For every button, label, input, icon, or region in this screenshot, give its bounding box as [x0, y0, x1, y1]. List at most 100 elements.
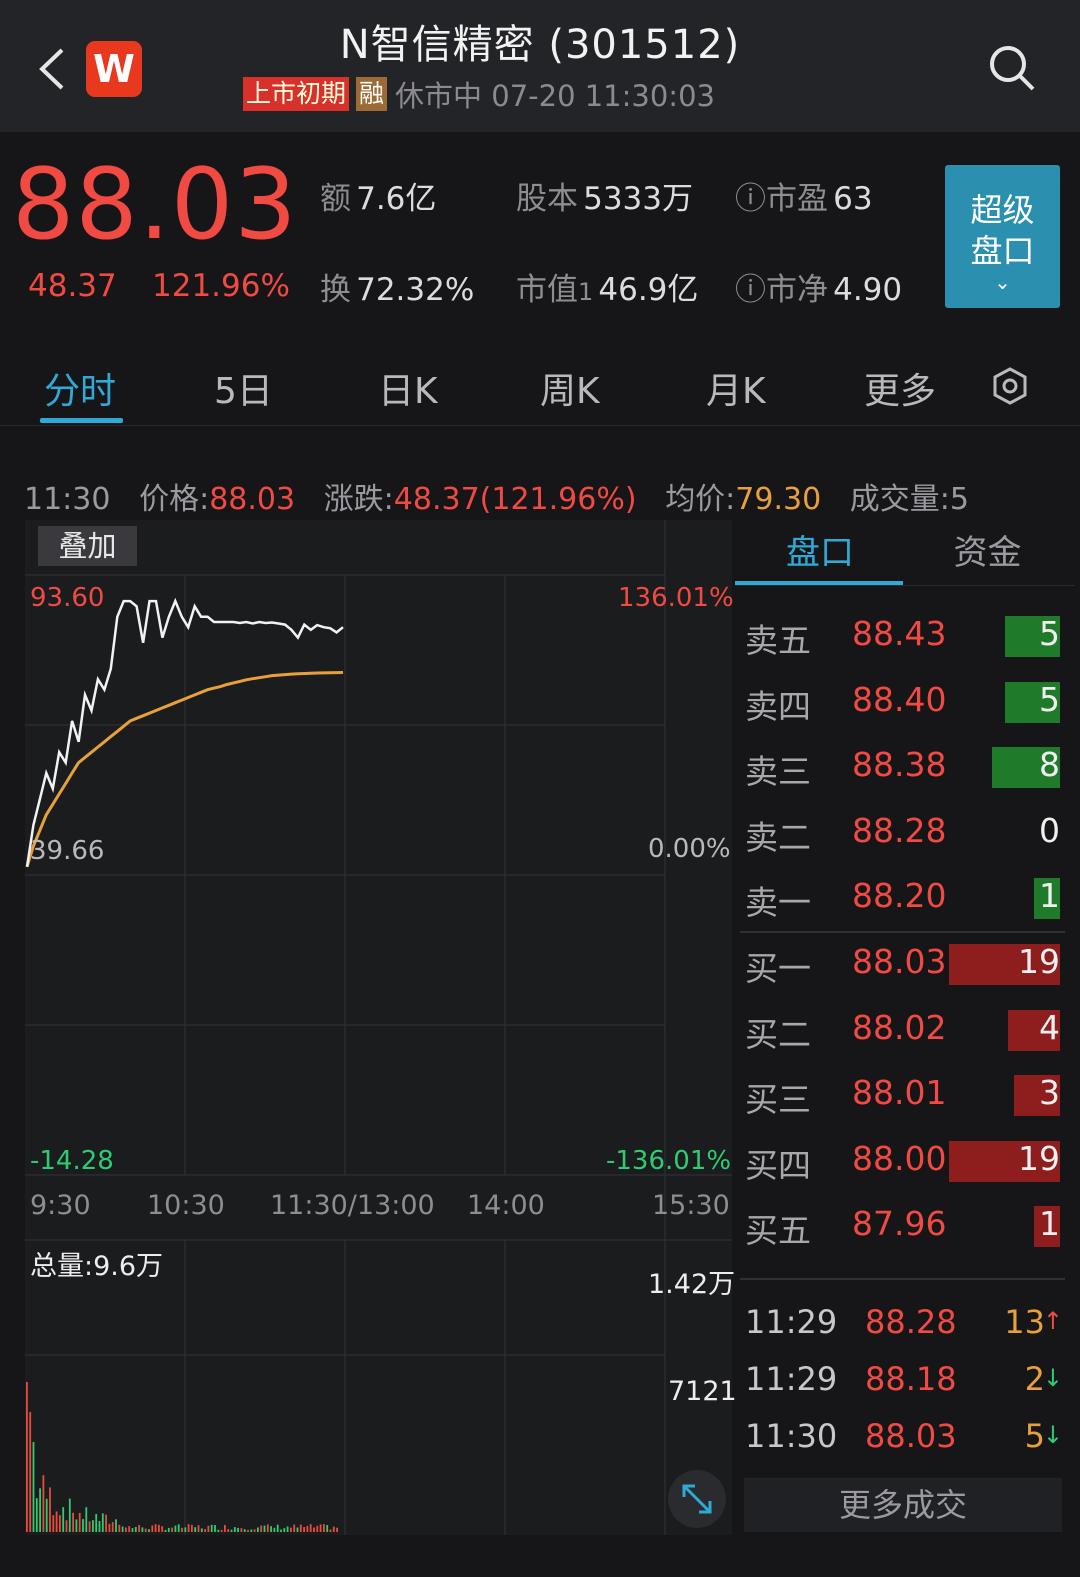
volume-bar	[177, 1524, 180, 1532]
amount-stat: 额 7.6亿	[320, 181, 437, 217]
x-tick-label: 14:00	[467, 1190, 545, 1221]
volume-bar	[131, 1528, 134, 1532]
volume-bar	[26, 1382, 28, 1532]
bid-row[interactable]: 买二 88.02 4	[740, 998, 1065, 1058]
depth-bar	[1034, 1206, 1060, 1247]
listing-badge: 上市初期	[243, 77, 350, 111]
tab-orderbook[interactable]: 盘口	[735, 525, 905, 585]
volume-bars	[26, 1382, 338, 1532]
mktcap-stat: 市值1 46.9亿	[516, 272, 699, 308]
info-icon[interactable]: ⓘ	[735, 272, 766, 308]
volume-bar	[290, 1527, 292, 1532]
volume-axis-mid: 7121	[668, 1376, 737, 1407]
search-icon[interactable]	[988, 44, 1036, 92]
level-price: 88.03	[852, 942, 947, 981]
volume-bar	[253, 1529, 256, 1532]
volume-bar	[151, 1525, 154, 1532]
volume-bar	[270, 1526, 272, 1532]
level-volume: 0	[1039, 810, 1060, 850]
volume-bar	[220, 1529, 223, 1532]
volume-bar	[296, 1527, 299, 1532]
volume-bar	[171, 1527, 173, 1532]
level-volume: 1	[1039, 876, 1060, 915]
x-tick-label: 11:30/13:00	[270, 1190, 435, 1221]
more-trades-button[interactable]: 更多成交	[744, 1478, 1062, 1532]
tab-5day[interactable]: 5日	[214, 371, 273, 412]
last-price: 88.03	[12, 148, 298, 262]
tab-more[interactable]: 更多	[864, 371, 937, 412]
ask-row[interactable]: 卖四 88.40 5	[740, 670, 1065, 730]
level-name: 卖一	[745, 883, 811, 922]
tab-monthly-k[interactable]: 月K	[706, 371, 766, 412]
tab-capital[interactable]: 资金	[953, 533, 1022, 573]
divider	[0, 425, 1080, 426]
level-name: 卖四	[745, 686, 811, 726]
down-arrow-icon: ↓	[1042, 1364, 1063, 1392]
volume-bar	[280, 1529, 282, 1532]
level-name: 卖三	[745, 752, 811, 791]
bid-row[interactable]: 买五 87.96 1	[740, 1194, 1065, 1254]
volume-bar	[29, 1412, 32, 1532]
settings-icon[interactable]	[990, 366, 1030, 406]
level-price: 88.02	[852, 1007, 947, 1047]
status-row: 上市初期 融 休市中 07-20 11:30:03	[243, 76, 715, 113]
active-tab-indicator	[40, 418, 123, 423]
ask-row[interactable]: 卖三 88.38 8	[740, 735, 1065, 795]
ask-row[interactable]: 卖二 88.28 0	[740, 801, 1065, 861]
volume-bar	[247, 1530, 249, 1532]
info-icon[interactable]: ⓘ	[735, 181, 766, 217]
trade-volume: 2	[1024, 1360, 1045, 1398]
volume-bar	[207, 1525, 210, 1532]
bid-row[interactable]: 买三 88.01 3	[740, 1063, 1065, 1123]
up-arrow-icon: ↑	[1042, 1307, 1063, 1335]
volume-bar	[233, 1527, 236, 1532]
volume-bar	[283, 1528, 286, 1532]
price-change-pct: 121.96%	[152, 268, 290, 304]
pe-stat: ⓘ市盈 63	[735, 181, 873, 217]
tab-intraday[interactable]: 分时	[44, 371, 117, 412]
expand-icon	[682, 1484, 712, 1514]
volume-bar	[204, 1529, 206, 1532]
level-volume: 19	[1018, 942, 1060, 981]
trade-row: 11:29 88.18 2 ↓	[745, 1360, 1065, 1404]
bid-row[interactable]: 买四 88.00 19	[740, 1129, 1065, 1189]
level-price: 88.01	[852, 1073, 947, 1112]
volume-bar	[319, 1524, 322, 1532]
chevron-down-icon: ⌄	[994, 270, 1011, 294]
page-title: N智信精密 (301512)	[339, 22, 741, 68]
volume-bar	[49, 1487, 51, 1532]
volume-bar	[101, 1513, 104, 1532]
tab-daily-k[interactable]: 日K	[378, 371, 438, 412]
margin-badge: 融	[356, 77, 388, 111]
super-orderbook-button[interactable]: 超级盘口 ⌄	[945, 165, 1060, 308]
volume-bar	[326, 1525, 329, 1532]
depth-bar	[1008, 1009, 1060, 1051]
depth-bar	[949, 1140, 1060, 1182]
trade-time: 11:29	[745, 1303, 838, 1341]
ask-row[interactable]: 卖一 88.20 1	[740, 866, 1065, 926]
level-volume: 4	[1039, 1007, 1060, 1047]
volume-bar	[62, 1507, 65, 1532]
overlay-button[interactable]: 叠加	[38, 526, 137, 566]
volume-bar	[224, 1525, 226, 1532]
level-price: 88.20	[852, 876, 947, 915]
x-tick-label: 9:30	[30, 1190, 91, 1221]
intraday-chart[interactable]	[25, 520, 732, 1535]
level-volume: 5	[1039, 614, 1060, 653]
level-volume: 8	[1039, 745, 1060, 784]
volume-bar	[98, 1521, 101, 1532]
expand-chart-button[interactable]	[668, 1470, 726, 1528]
volume-bar	[39, 1488, 41, 1532]
price-change: 48.37	[28, 268, 117, 304]
volume-bar	[68, 1498, 71, 1532]
tab-weekly-k[interactable]: 周K	[540, 371, 600, 412]
depth-bar	[949, 944, 1060, 985]
app-logo[interactable]: W	[86, 41, 142, 97]
level-name: 买三	[745, 1080, 811, 1119]
y-axis-mid: 39.66	[30, 836, 105, 866]
ask-row[interactable]: 卖五 88.43 5	[740, 604, 1065, 664]
volume-bar	[184, 1527, 187, 1532]
volume-bar	[187, 1524, 190, 1532]
bid-row[interactable]: 买一 88.03 19	[740, 932, 1065, 992]
back-arrow-icon[interactable]	[36, 44, 76, 94]
